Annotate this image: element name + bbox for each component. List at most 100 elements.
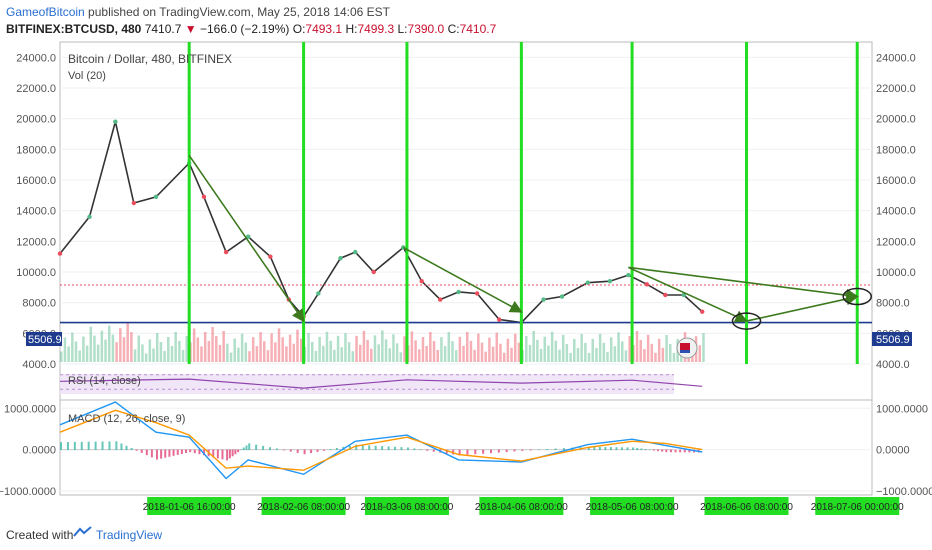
rsi-band [60, 374, 674, 394]
volume-bar [222, 331, 225, 362]
macd-histogram-bar [216, 449, 219, 459]
x-tick-badge [704, 497, 789, 515]
volume-bar [469, 340, 473, 362]
macd-histogram-bar [657, 449, 660, 452]
x-tick-label: 2018-04-06 08:00:00 [475, 502, 568, 513]
price-point [353, 249, 358, 255]
y-tick-right: 22000.0 [876, 83, 916, 95]
volume-bar [274, 342, 277, 362]
volume-bar [440, 337, 443, 362]
high-label: H: [345, 22, 358, 36]
volume-bar [635, 331, 639, 362]
volume-bar [477, 333, 480, 362]
volume-bar [480, 342, 484, 362]
author-link[interactable]: GameofBitcoin [6, 5, 85, 19]
tradingview-link[interactable]: TradingView [96, 528, 163, 542]
macd-histogram-bar [87, 441, 90, 451]
macd-histogram-bar [669, 449, 672, 453]
x-tick-badge [590, 497, 675, 515]
volume-bar [565, 343, 569, 362]
volume-bar [499, 343, 502, 362]
macd-histogram-bar [248, 443, 251, 451]
volume-bar [111, 334, 115, 362]
volume-bar [122, 337, 126, 362]
volume-bar [414, 340, 417, 362]
volume-bar [392, 334, 395, 362]
macd-histogram-bar [130, 447, 133, 451]
volume-bar [270, 333, 273, 362]
macd-histogram-bar [521, 449, 524, 451]
macd-histogram-bar [140, 449, 143, 453]
last-price: 7410.7 [144, 22, 182, 36]
volume-bar [362, 330, 366, 362]
low-value: 7390.0 [407, 22, 445, 36]
price-point [541, 297, 546, 302]
macd-histogram-bar [400, 447, 403, 451]
y-tick-left: 10000.0 [16, 267, 56, 279]
target-circle [731, 312, 762, 330]
volume-bar [366, 339, 369, 362]
macd-histogram-bar [189, 449, 192, 453]
volume-bar [532, 330, 535, 362]
price-badge-right-bg [872, 332, 912, 346]
price-point [497, 317, 502, 322]
macd-histogram-bar [432, 449, 435, 452]
volume-bar [207, 341, 211, 362]
volume-bar [646, 334, 650, 362]
macd-histogram-bar [221, 449, 224, 460]
volume-bar [329, 340, 332, 362]
macd-histogram-bar [644, 449, 647, 451]
volume-bar [698, 345, 702, 362]
volume-bar [543, 336, 547, 362]
open-value: 7493.1 [305, 22, 343, 36]
volume-bar [661, 347, 665, 362]
volume-bar [447, 332, 451, 362]
macd-histogram-bar [335, 448, 338, 451]
symbol-label: BITFINEX:BTCUSD, 480 [6, 22, 142, 36]
y-tick-right: 8000.0 [876, 298, 910, 310]
macd-histogram-bar [615, 447, 618, 451]
y-tick-right: 18000.0 [876, 144, 916, 156]
macd-histogram-bar [296, 449, 299, 453]
volume-bar [609, 337, 613, 362]
volume-bar [547, 345, 550, 362]
volume-bar [263, 341, 266, 362]
x-tick-label: 2018-06-06 08:00:00 [700, 502, 793, 513]
volume-bar [395, 343, 399, 362]
volume-bar [266, 350, 270, 362]
volume-bar [163, 350, 166, 362]
y-tick-left: 18000.0 [16, 144, 56, 156]
volume-bar [355, 335, 358, 362]
macd-y-tick-right: 1000.0000 [876, 403, 928, 415]
volume-bar [410, 331, 414, 362]
x-tick-badge [261, 497, 346, 515]
volume-bar [310, 341, 314, 362]
y-tick-left: 16000.0 [16, 175, 56, 187]
volume-bar [370, 348, 373, 362]
macd-histogram-bar [303, 449, 306, 455]
y-tick-right: 12000.0 [876, 236, 916, 248]
volume-bar [296, 329, 299, 362]
x-tick-label: 2018-05-06 08:00:00 [586, 502, 679, 513]
price-badge-left: 5506.9 [28, 334, 62, 346]
x-tick-badge [147, 497, 232, 515]
price-change: −166.0 (−2.19%) [199, 22, 290, 36]
macd-histogram-bar [598, 446, 601, 451]
volume-bar [510, 347, 513, 362]
volume-bar [307, 332, 310, 362]
macd-histogram-bar [255, 444, 258, 451]
price-point [87, 214, 92, 219]
event-flag-icon[interactable] [676, 337, 698, 359]
macd-histogram-bar [198, 449, 201, 455]
volume-bar [347, 342, 351, 362]
tradingview-logo-icon[interactable] [73, 526, 93, 540]
y-tick-right: 14000.0 [876, 206, 916, 218]
main-pane-frame [59, 41, 873, 365]
chart-canvas[interactable]: 24000.0 24000.0 22000.0 22000.0 20000.0 20000… [0, 38, 932, 518]
volume-bar [488, 337, 491, 362]
volume-bar [107, 325, 111, 362]
volume-bar [528, 344, 532, 362]
volume-bar [215, 336, 218, 362]
macd-histogram-bar [632, 447, 635, 451]
published-text: published on TradingView.com, May 25, 20… [88, 5, 391, 19]
